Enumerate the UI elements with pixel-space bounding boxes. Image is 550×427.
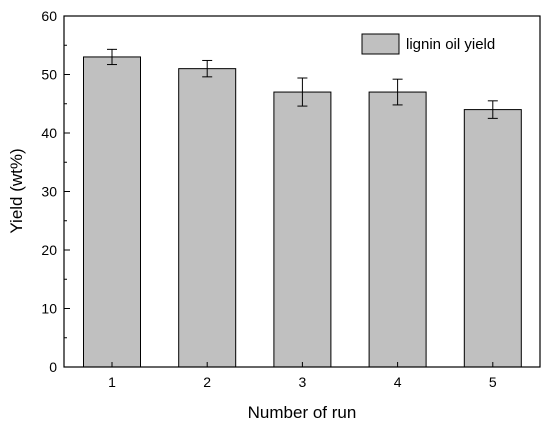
bar-run-5 <box>463 109 522 368</box>
x-tick-label: 1 <box>108 374 116 390</box>
y-tick-label: 20 <box>41 242 57 258</box>
y-tick-label: 0 <box>49 359 57 375</box>
y-tick-label: 60 <box>41 8 57 24</box>
y-axis-ticks: 0 10 20 30 40 50 60 <box>41 8 70 375</box>
y-tick-label: 30 <box>41 184 57 200</box>
x-tick-label: 4 <box>394 374 402 390</box>
legend-label: lignin oil yield <box>406 36 495 53</box>
bar-run-3 <box>273 91 332 368</box>
y-tick-label: 50 <box>41 67 57 83</box>
x-tick-label: 3 <box>299 374 307 390</box>
error-bars-group <box>107 48 498 119</box>
y-tick-label: 40 <box>41 125 57 141</box>
x-axis-ticks: 1 2 3 4 5 <box>108 362 497 390</box>
y-tick-label: 10 <box>41 301 57 317</box>
legend: lignin oil yield <box>361 33 495 55</box>
x-tick-label: 5 <box>489 374 497 390</box>
bar-run-1 <box>83 56 141 368</box>
legend-swatch <box>361 33 400 55</box>
x-axis-title: Number of run <box>248 403 357 422</box>
x-tick-label: 2 <box>203 374 211 390</box>
bar-run-4 <box>368 91 427 368</box>
y-axis-title: Yield (wt%) <box>7 148 26 233</box>
bar-run-2 <box>178 68 237 368</box>
